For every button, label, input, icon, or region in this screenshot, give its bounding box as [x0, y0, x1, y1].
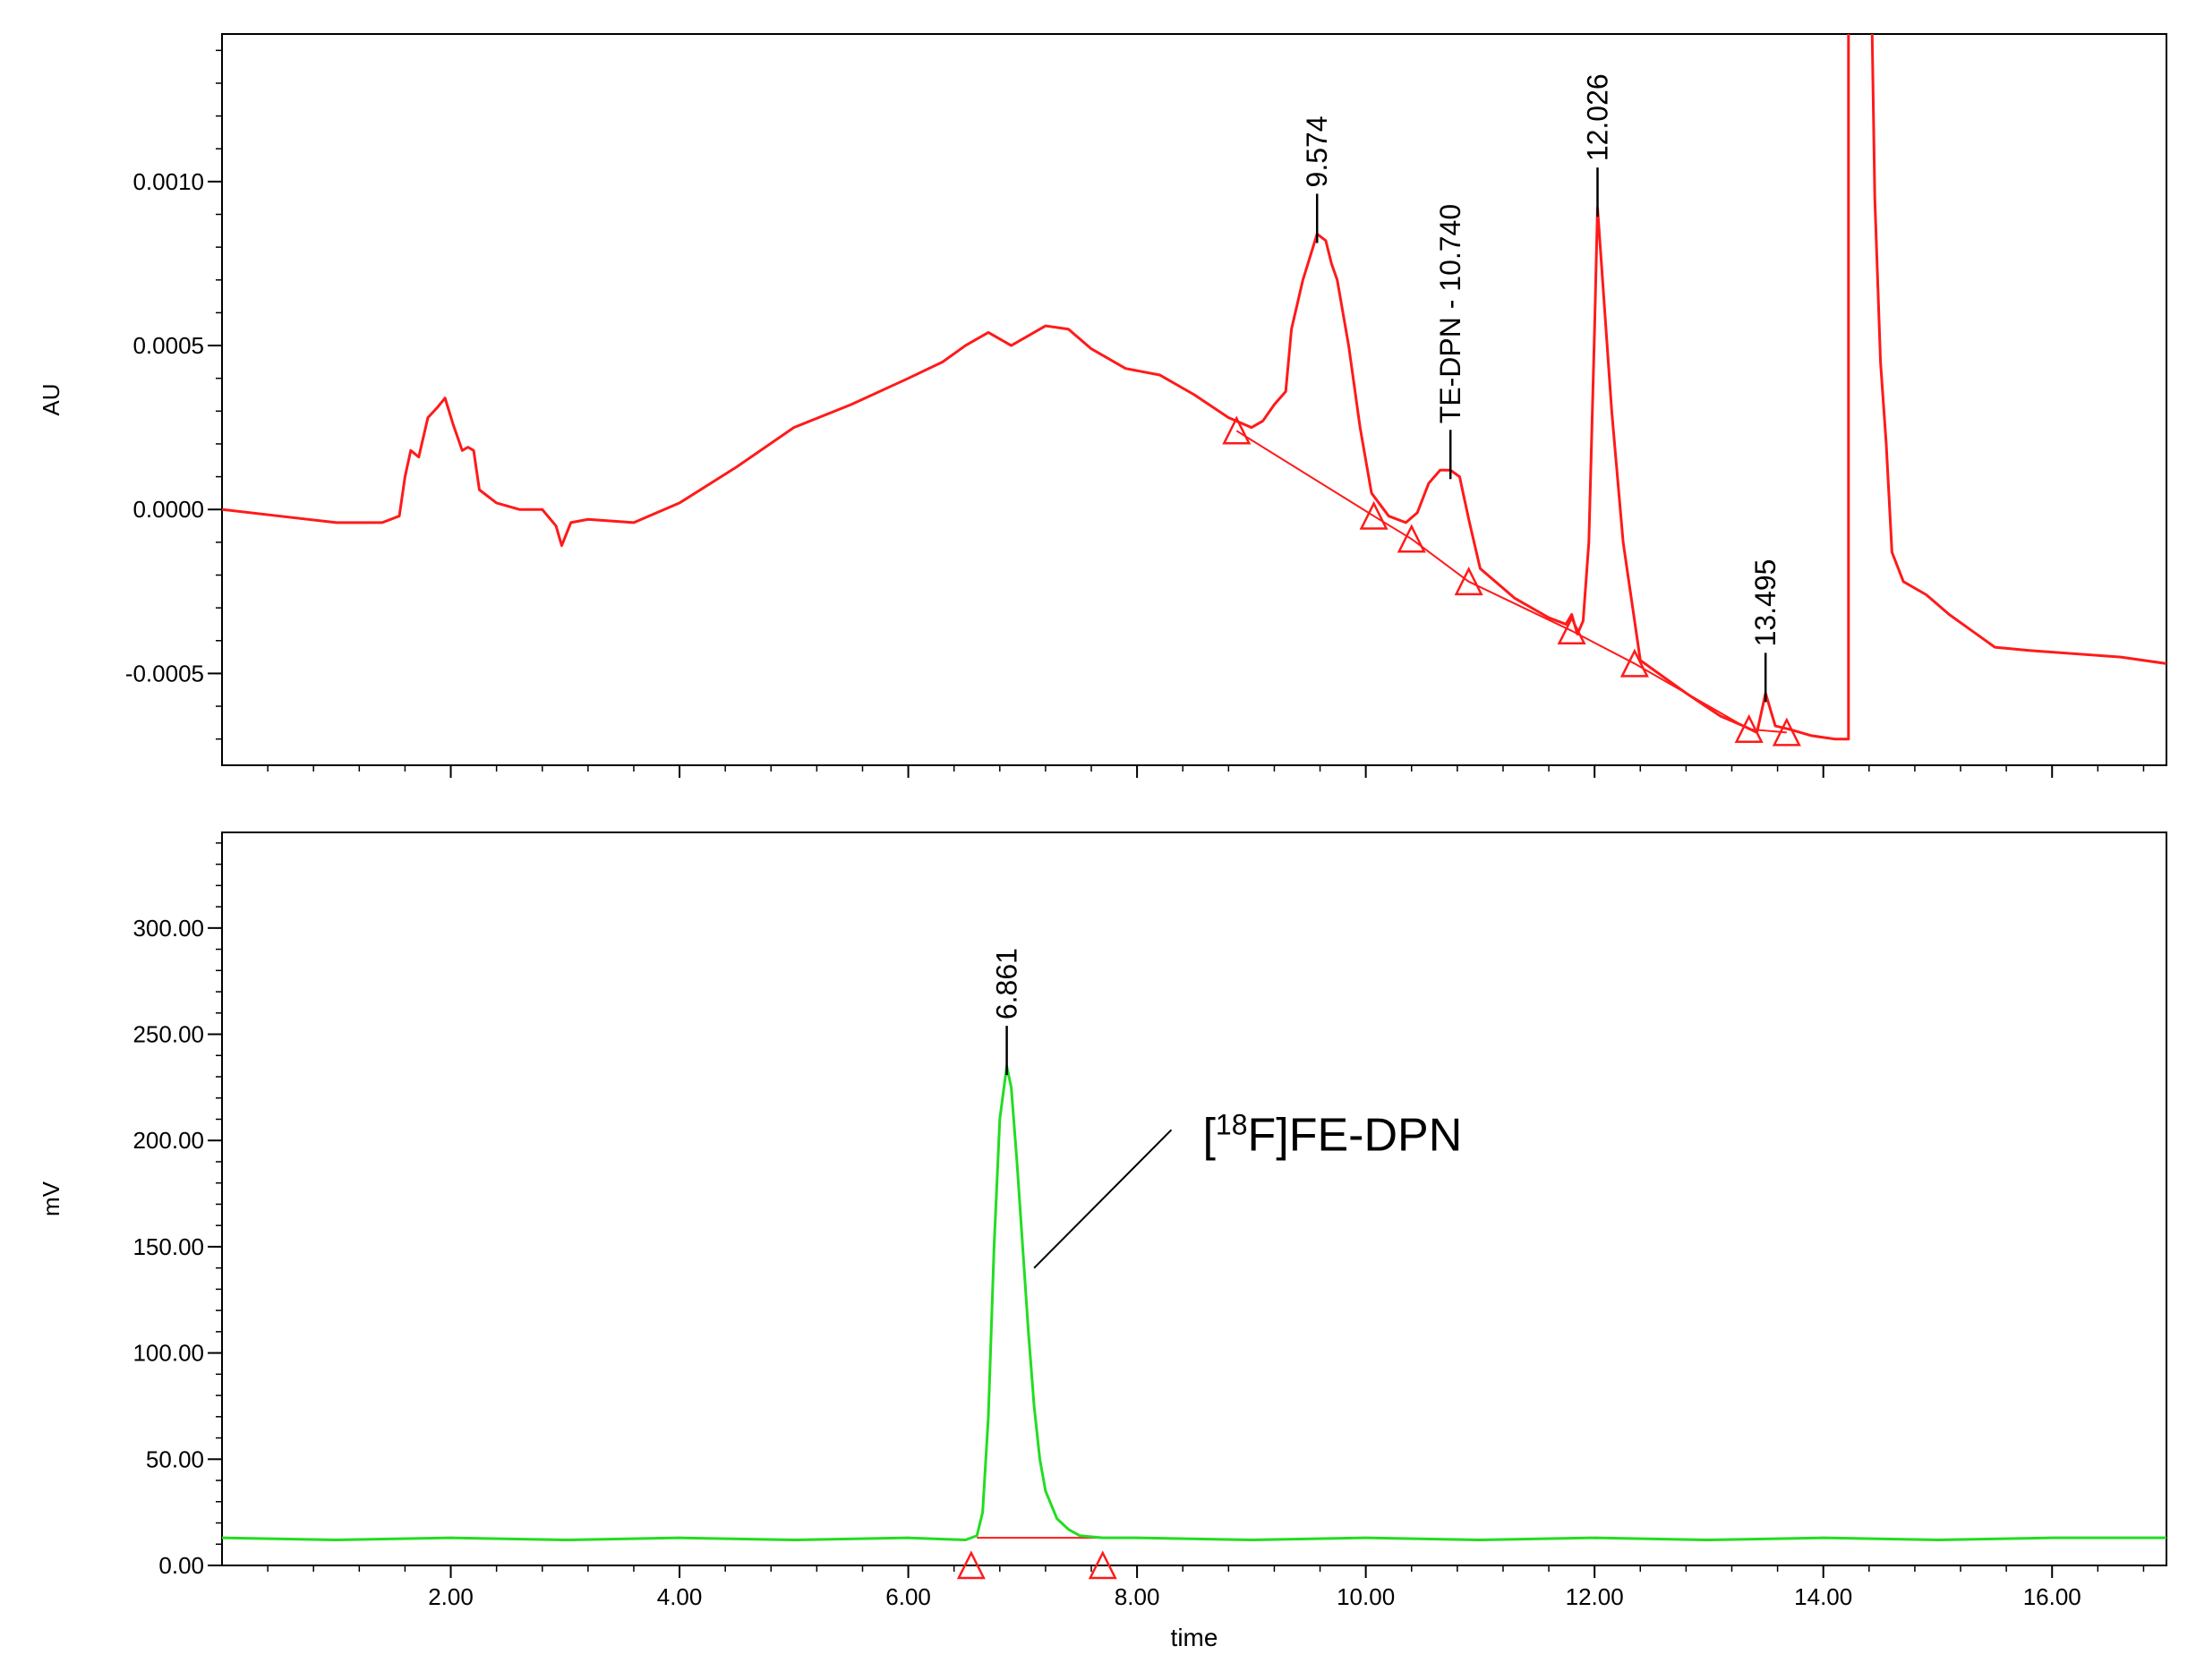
integration-marker — [1454, 567, 1483, 596]
annotation-leader-line — [1033, 1129, 1173, 1269]
peak-label: 12.026 — [1581, 73, 1613, 161]
x-tick-label: 12.00 — [1566, 1583, 1624, 1610]
y-tick-label: 50.00 — [146, 1445, 204, 1472]
y-tick-label: 0.0005 — [132, 332, 204, 359]
series-line-2 — [1870, 34, 2166, 665]
y-tick-label: 0.00 — [158, 1552, 204, 1579]
y-tick-label: 250.00 — [132, 1021, 204, 1048]
integration-marker — [1772, 717, 1801, 746]
integration-marker — [1222, 415, 1252, 445]
annotation-bracket: [ — [1202, 1109, 1216, 1161]
annotation-text: [18F]FE-DPN — [1202, 1108, 1462, 1161]
peak-label: 13.495 — [1749, 559, 1782, 647]
y-tick-label: 150.00 — [132, 1233, 204, 1260]
y-tick-label: 0.0000 — [132, 496, 204, 523]
y-tick-label: 0.0010 — [132, 168, 204, 195]
integration-marker — [1359, 500, 1389, 530]
chart-panel-1: -0.0005 0.0000 0.0005 0.0010 AU 9.574 TE-DPN -… — [38, 33, 2167, 778]
peak-label: 6.861 — [991, 948, 1023, 1019]
x-tick-label: 16.00 — [2023, 1583, 2081, 1610]
integration-marker — [1619, 648, 1649, 678]
peak-label: TE-DPN - 10.740 — [1434, 204, 1466, 423]
chart-panel-2: 0.00 50.00 100.00 150.00 200.00 250.00 300.00 2… — [38, 831, 2167, 1651]
y-tick-label: 100.00 — [132, 1340, 204, 1367]
x-tick-label: 4.00 — [657, 1583, 703, 1610]
series-line-1 — [222, 1064, 2166, 1542]
y-tick-label: 300.00 — [132, 915, 204, 942]
series-line-1 — [222, 34, 1850, 741]
plot-frame — [221, 33, 2167, 766]
y-tick-label: 200.00 — [132, 1127, 204, 1154]
annotation-superscript: 18 — [1216, 1108, 1248, 1140]
integration-marker — [956, 1550, 986, 1580]
x-tick-label: 10.00 — [1337, 1583, 1395, 1610]
plot-area — [222, 1064, 2166, 1542]
y-axis-label: AU — [38, 383, 64, 415]
x-tick-label: 8.00 — [1115, 1583, 1160, 1610]
integration-baseline — [1235, 430, 1787, 734]
x-tick-label: 14.00 — [1794, 1583, 1852, 1610]
integration-marker — [1557, 615, 1586, 645]
integration-marker — [1734, 713, 1764, 743]
peak-label: 9.574 — [1301, 115, 1333, 187]
x-axis-label: time — [1171, 1624, 1218, 1651]
y-tick-label: -0.0005 — [125, 660, 204, 686]
annotation-compound: F]FE-DPN — [1247, 1109, 1462, 1161]
x-tick-label: 2.00 — [428, 1583, 474, 1610]
x-tick-label: 6.00 — [885, 1583, 931, 1610]
plot-area — [222, 34, 2166, 741]
integration-marker — [1397, 524, 1426, 553]
plot-frame — [221, 831, 2167, 1566]
y-axis-label: mV — [38, 1181, 64, 1216]
integration-marker — [1088, 1550, 1117, 1580]
